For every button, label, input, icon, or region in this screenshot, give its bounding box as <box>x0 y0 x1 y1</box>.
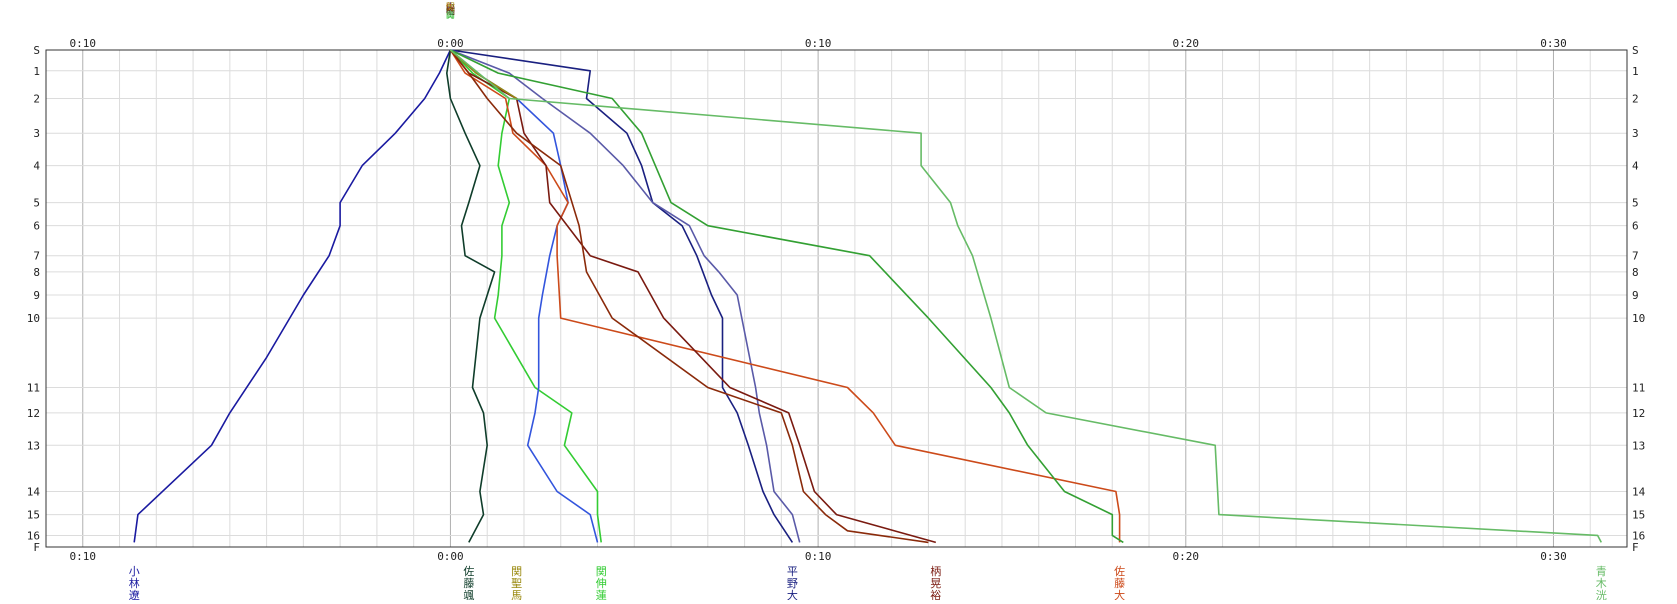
control-label-left: 16 <box>27 529 40 542</box>
x-tick-label-top: 0:00 <box>437 37 464 50</box>
control-label-right: 9 <box>1632 289 1639 302</box>
x-axis-ticks: 0:10 0:10 0:00 0:00 0:10 0:10 0:20 0:20 0:30 0:30 <box>70 37 1567 563</box>
control-label-right: 14 <box>1632 486 1646 499</box>
series-lines <box>133 49 1603 544</box>
series-name-label: 蓮 <box>596 588 607 600</box>
control-label-left: 5 <box>33 197 40 210</box>
control-label-left: 1 <box>33 65 40 78</box>
x-tick-label-top: 0:10 <box>805 37 832 50</box>
control-label-right: 13 <box>1632 439 1645 452</box>
series-line <box>449 49 1603 543</box>
grid <box>45 50 1628 547</box>
control-label-right: 2 <box>1632 93 1639 106</box>
x-tick-label-bottom: 0:20 <box>1173 550 1200 563</box>
control-label-right: 8 <box>1632 266 1639 279</box>
control-label-left: 13 <box>27 439 40 452</box>
series-name-label: 裕 <box>930 589 941 600</box>
series-name-label: 平 <box>787 565 798 578</box>
start-label-left: S <box>33 44 40 57</box>
series-name-label: 佐 <box>1114 564 1125 578</box>
series-line <box>133 49 452 543</box>
series-name-label: 青 <box>1596 565 1607 578</box>
control-label-left: 11 <box>27 381 40 394</box>
series-name-label: 馬 <box>511 589 522 600</box>
plot-frame <box>45 49 1628 548</box>
series-line <box>449 49 602 543</box>
control-label-right: 1 <box>1632 65 1639 78</box>
series-name-label-top: 柄 <box>446 5 455 17</box>
series-name-label-top: 佐 <box>446 5 455 17</box>
control-label-right: 15 <box>1632 509 1645 522</box>
series-name-label: 野 <box>787 577 798 590</box>
series-name-label-top: 関 <box>446 2 455 13</box>
control-label-right: 12 <box>1632 407 1645 420</box>
series-name-label: 藤 <box>463 577 474 590</box>
finish-label-left: F <box>33 541 40 554</box>
series-name-label: 柄 <box>930 565 941 578</box>
series-line <box>449 49 599 543</box>
series-line <box>450 49 1124 544</box>
series-name-label: 林 <box>129 576 140 590</box>
start-label-right: S <box>1632 44 1639 57</box>
control-label-right: 11 <box>1632 381 1645 394</box>
series-name-label: 聖 <box>511 577 522 590</box>
x-tick-label-top: 0:20 <box>1173 37 1200 50</box>
control-label-left: 12 <box>27 407 40 420</box>
control-label-right: 3 <box>1632 127 1639 140</box>
series-name-label-top: 関 <box>446 10 455 21</box>
x-tick-label-bottom: 0:30 <box>1540 550 1567 563</box>
control-label-left: 14 <box>27 486 41 499</box>
series-name-label: 佐 <box>463 564 474 578</box>
series-name-label: 晃 <box>930 577 941 590</box>
series-line <box>449 49 937 544</box>
control-label-right: 5 <box>1632 197 1639 210</box>
control-label-left: 6 <box>33 220 40 233</box>
series-name-label-top: 平 <box>446 6 455 17</box>
series-name-label-top: 小 <box>446 2 455 13</box>
series-name-label: 小 <box>129 565 140 578</box>
x-tick-label-bottom: 0:00 <box>437 550 464 563</box>
control-label-left: 8 <box>33 266 40 279</box>
series-name-label: 木 <box>1596 577 1607 590</box>
series-name-label: 藤 <box>1114 577 1125 590</box>
control-label-right: 7 <box>1632 250 1639 263</box>
control-label-right: 16 <box>1632 529 1645 542</box>
series-line <box>450 49 794 543</box>
control-label-left: 2 <box>33 93 40 106</box>
control-label-right: 4 <box>1632 160 1639 173</box>
control-label-left: 10 <box>27 312 40 325</box>
x-tick-label-bottom: 0:10 <box>70 550 97 563</box>
series-line <box>449 49 929 544</box>
series-line <box>449 49 1121 543</box>
control-label-left: 4 <box>33 160 40 173</box>
series-name-label: 遼 <box>129 588 140 600</box>
series-name-label: 関 <box>511 565 522 578</box>
series-name-label: 大 <box>1114 588 1125 600</box>
finish-label-right: F <box>1632 541 1639 554</box>
series-line <box>445 49 496 543</box>
series-name-label: 洸 <box>1596 588 1607 600</box>
series-name-label: 大 <box>787 588 798 600</box>
control-label-left: 15 <box>27 509 40 522</box>
series-name-label: 伸 <box>596 577 607 590</box>
control-label-left: 9 <box>33 289 40 302</box>
control-label-left: 3 <box>33 127 40 140</box>
x-tick-label-bottom: 0:10 <box>805 550 832 563</box>
series-name-label: 颯 <box>463 589 474 600</box>
series-name-label: 関 <box>596 565 607 578</box>
series-name-label-top: 佐 <box>446 1 455 13</box>
control-label-right: 6 <box>1632 220 1639 233</box>
control-label-right: 10 <box>1632 312 1645 325</box>
x-tick-label-top: 0:10 <box>70 37 97 50</box>
x-tick-label-top: 0:30 <box>1540 37 1567 50</box>
series-line <box>450 49 801 543</box>
series-name-label-top: 青 <box>446 9 455 21</box>
control-label-left: 7 <box>33 250 40 263</box>
